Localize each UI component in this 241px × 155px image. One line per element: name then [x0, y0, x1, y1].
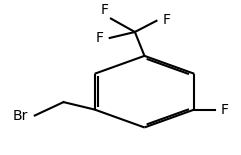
Text: Br: Br — [12, 108, 27, 122]
Text: F: F — [96, 31, 104, 45]
Text: F: F — [221, 103, 229, 117]
Text: F: F — [101, 3, 109, 17]
Text: F: F — [162, 13, 170, 27]
